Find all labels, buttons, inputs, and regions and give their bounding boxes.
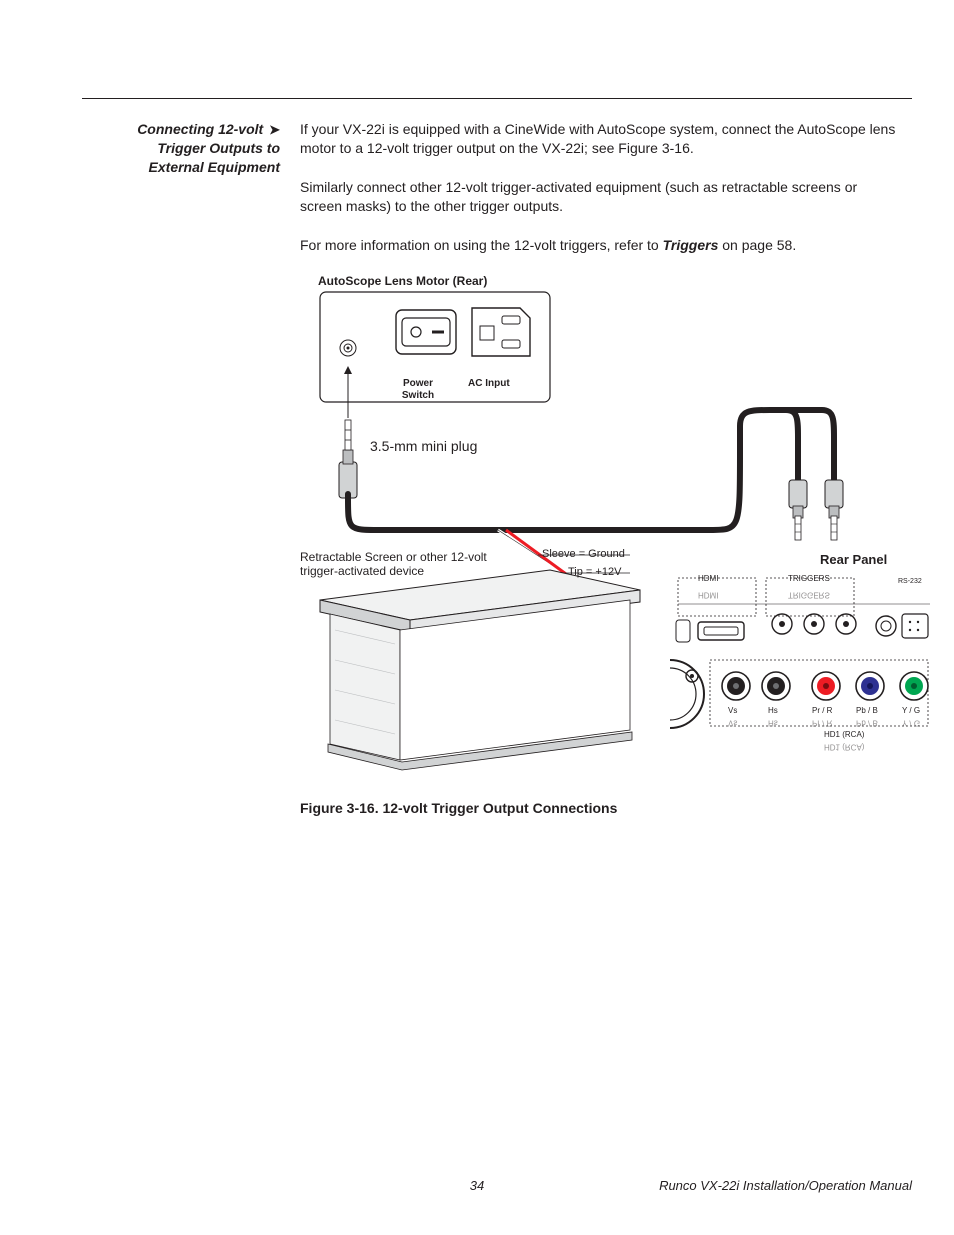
mini-plug-label: 3.5-mm mini plug bbox=[370, 438, 477, 456]
mini-plug-upper bbox=[339, 420, 357, 498]
triggers-xref: Triggers bbox=[663, 237, 719, 253]
section-heading: Connecting 12-volt ➤ Trigger Outputs to … bbox=[60, 120, 280, 177]
hd1-rca-label: HD1 (RCA) bbox=[824, 730, 864, 740]
page: Connecting 12-volt ➤ Trigger Outputs to … bbox=[0, 0, 954, 1235]
paragraph-3: For more information on using the 12-vol… bbox=[300, 236, 896, 255]
para3-pre: For more information on using the 12-vol… bbox=[300, 237, 663, 253]
triggers-label: TRIGGERS bbox=[788, 574, 830, 584]
triggers-label-mirror: TRIGGERS bbox=[788, 590, 830, 600]
ac-input-label: AC Input bbox=[468, 378, 510, 390]
hdmi-label: HDMI bbox=[698, 574, 718, 584]
paragraph-1: If your VX-22i is equipped with a CineWi… bbox=[300, 120, 896, 159]
rs232-label: RS-232 bbox=[898, 578, 922, 586]
rear-panel-graphic bbox=[670, 560, 930, 750]
heading-line-2: Trigger Outputs to bbox=[157, 140, 280, 156]
prr-label: Pr / R bbox=[812, 706, 832, 716]
power-switch-label: Power Switch bbox=[396, 378, 440, 402]
screen-device-label: Retractable Screen or other 12-volt trig… bbox=[300, 550, 500, 579]
heading-line-3: External Equipment bbox=[149, 159, 280, 175]
header-rule bbox=[82, 98, 912, 99]
tip-label: Tip = +12V bbox=[568, 566, 621, 579]
figure-3-16: AutoScope Lens Motor (Rear) bbox=[300, 270, 930, 790]
figure-caption: Figure 3-16. 12-volt Trigger Output Conn… bbox=[300, 800, 617, 816]
rear-panel-label: Rear Panel bbox=[820, 552, 887, 568]
sleeve-label: Sleeve = Ground bbox=[542, 548, 625, 561]
diagram-svg bbox=[300, 270, 930, 790]
paragraph-2: Similarly connect other 12-volt trigger-… bbox=[300, 178, 896, 217]
para3-post: on page 58. bbox=[718, 237, 796, 253]
hs-label: Hs bbox=[768, 706, 778, 716]
heading-line-1: Connecting 12-volt bbox=[137, 121, 263, 137]
pbb-label: Pb / B bbox=[856, 706, 878, 716]
yg-label: Y / G bbox=[902, 706, 920, 716]
heading-arrow-icon: ➤ bbox=[269, 121, 280, 139]
retractable-screen bbox=[320, 570, 640, 770]
manual-title: Runco VX-22i Installation/Operation Manu… bbox=[659, 1178, 912, 1193]
vs-label: Vs bbox=[728, 706, 737, 716]
hdmi-label-mirror: HDMI bbox=[698, 590, 718, 600]
motor-title: AutoScope Lens Motor (Rear) bbox=[318, 274, 487, 288]
